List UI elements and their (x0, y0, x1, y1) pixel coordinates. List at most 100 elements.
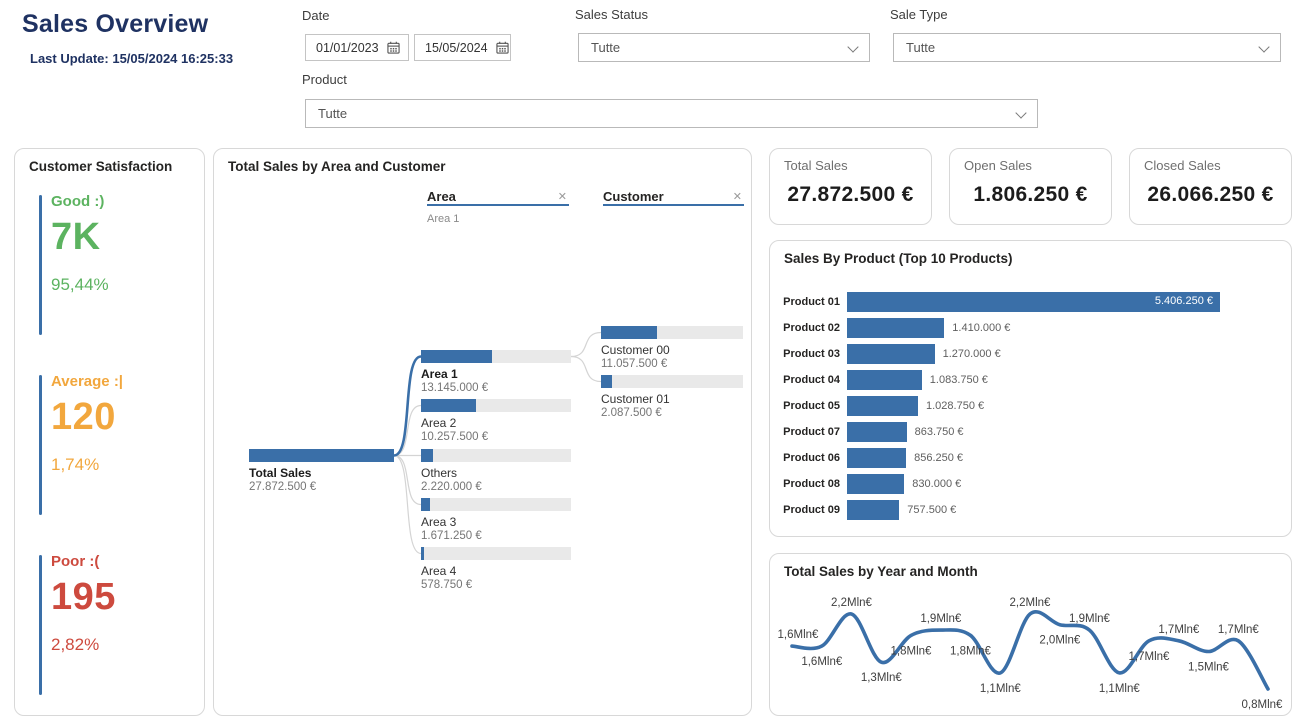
product-value-label: 757.500 € (907, 504, 957, 516)
kpi-percent: 2,82% (51, 635, 100, 654)
kpi-value: 1.806.250 € (973, 183, 1088, 206)
line-data-label: 1,7Mln€ (1158, 624, 1200, 636)
product-dropdown[interactable]: Tutte (305, 99, 1038, 128)
tree-node-bar[interactable] (421, 498, 571, 511)
tree-connector (393, 454, 422, 555)
satisfaction-kpi-average: Average :| 120 1,74% (39, 373, 201, 515)
line-data-label: 2,2Mln€ (831, 597, 873, 609)
product-bar[interactable] (847, 318, 945, 338)
tree-node-bar-fill (601, 375, 612, 388)
tree-node-label: Total Sales (249, 466, 312, 480)
product-bar[interactable] (847, 370, 922, 390)
tree-node-bar-fill (249, 449, 394, 462)
tree-connector (393, 355, 422, 457)
tree-node-area-3: Area 3 1.671.250 € (421, 498, 571, 542)
product-category-label: Product 06 (783, 452, 840, 464)
tree-node-bar-fill (421, 498, 430, 511)
tree-node-value: 10.257.500 € (421, 431, 489, 443)
product-bar-row: Product 02 1.410.000 € (782, 315, 1281, 341)
page-title: Sales Overview (22, 10, 209, 38)
tree-node-bar[interactable] (601, 326, 743, 339)
tree-node-label: Area 1 (421, 367, 458, 381)
date-end-input[interactable]: 15/05/2024 (414, 34, 511, 61)
tree-node-value: 578.750 € (421, 579, 473, 591)
tree-connector (570, 355, 602, 383)
product-category-label: Product 01 (783, 296, 840, 308)
chevron-down-icon (847, 41, 859, 53)
sales-trend-line[interactable] (790, 610, 1270, 691)
product-category-label: Product 03 (783, 348, 840, 360)
product-bar[interactable] (847, 344, 935, 364)
tree-node-others: Others 2.220.000 € (421, 449, 571, 493)
kpi-title: Average :| (51, 373, 124, 390)
date-start-input[interactable]: 01/01/2023 (305, 34, 409, 61)
tree-node-bar[interactable] (249, 449, 394, 462)
decomposition-tree-panel: Total Sales by Area and Customer Area ✕ … (213, 148, 752, 716)
close-icon[interactable]: ✕ (732, 191, 742, 203)
line-data-label: 1,1Mln€ (1099, 683, 1141, 695)
kpi-count: 120 (51, 396, 116, 438)
tree-node-bar-fill (421, 449, 433, 462)
kpi-card-total-sales: Total Sales 27.872.500 € (769, 148, 932, 225)
product-bar[interactable]: 5.406.250 € (847, 292, 1220, 312)
tree-node-customer-00: Customer 00 11.057.500 € (601, 326, 743, 370)
product-bar[interactable] (847, 396, 918, 416)
tree-node-bar[interactable] (601, 375, 743, 388)
product-bar-row: Product 01 5.406.250 € (782, 289, 1281, 315)
sales-line-chart: 1,6Mln€ 1,6Mln€ 2,2Mln€ 1,3Mln€ 1,8Mln€ 1,9Ml… (778, 597, 1284, 711)
tree-node-value: 1.671.250 € (421, 530, 482, 542)
line-data-label: 1,9Mln€ (1069, 613, 1111, 625)
tree-node-bar[interactable] (421, 449, 571, 462)
close-icon[interactable]: ✕ (557, 191, 567, 203)
product-bar[interactable] (847, 448, 907, 468)
tree-node-customer-01: Customer 01 2.087.500 € (601, 375, 743, 419)
product-value-label: 1.028.750 € (926, 400, 985, 412)
product-bar[interactable] (847, 474, 905, 494)
line-data-label: 1,6Mln€ (801, 656, 843, 668)
sales-status-value: Tutte (591, 40, 621, 55)
sale-type-filter-label: Sale Type (890, 7, 948, 22)
sale-type-dropdown[interactable]: Tutte (893, 33, 1281, 62)
sale-type-value: Tutte (906, 40, 936, 55)
product-bar-row: Product 08 830.000 € (782, 471, 1281, 497)
product-bar-row: Product 09 757.500 € (782, 497, 1281, 523)
tree-node-value: 2.087.500 € (601, 407, 662, 419)
sales-status-dropdown[interactable]: Tutte (578, 33, 870, 62)
line-data-label: 1,5Mln€ (1188, 662, 1230, 674)
product-bar[interactable] (847, 422, 907, 442)
product-bar-row: Product 03 1.270.000 € (782, 341, 1281, 367)
calendar-icon (386, 41, 400, 54)
chevron-down-icon (1015, 107, 1027, 119)
line-data-label: 1,1Mln€ (980, 683, 1022, 695)
decomposition-tree-title: Total Sales by Area and Customer (228, 159, 446, 174)
product-bar[interactable] (847, 500, 900, 520)
sales-by-month-title: Total Sales by Year and Month (784, 564, 978, 579)
kpi-accent-bar (39, 195, 42, 335)
kpi-label: Open Sales (964, 158, 1032, 173)
sales-by-product-title: Sales By Product (Top 10 Products) (784, 251, 1013, 266)
tree-connectors (393, 331, 602, 555)
product-bar-row: Product 04 1.083.750 € (782, 367, 1281, 393)
tree-node-total-sales: Total Sales 27.872.500 € (249, 449, 394, 493)
tree-node-bar[interactable] (421, 350, 571, 363)
tree-connector (393, 454, 422, 506)
sales-status-filter-label: Sales Status (575, 7, 648, 22)
tree-node-bar-fill (421, 350, 492, 363)
tree-node-bar[interactable] (421, 547, 571, 560)
product-value-label: 1.270.000 € (942, 348, 1001, 360)
kpi-accent-bar (39, 375, 42, 515)
product-value-label: 5.406.250 € (1154, 295, 1213, 307)
kpi-value: 26.066.250 € (1147, 183, 1274, 206)
product-bar-chart: Product 01 5.406.250 € Product 02 1.410.000… (782, 289, 1281, 523)
line-data-label: 1,9Mln€ (920, 613, 962, 625)
tree-node-label: Area 3 (421, 515, 457, 529)
tree-level-header-customer[interactable]: Customer ✕ (603, 189, 744, 206)
product-value-label: 856.250 € (914, 452, 964, 464)
tree-node-bar[interactable] (421, 399, 571, 412)
tree-node-bar-fill (421, 399, 477, 412)
satisfaction-kpi-good: Good :) 7K 95,44% (39, 193, 201, 335)
line-data-label: 1,8Mln€ (950, 645, 992, 657)
tree-connector (570, 331, 602, 358)
tree-level-header-area[interactable]: Area ✕ (427, 189, 569, 206)
date-start-value: 01/01/2023 (316, 40, 379, 55)
